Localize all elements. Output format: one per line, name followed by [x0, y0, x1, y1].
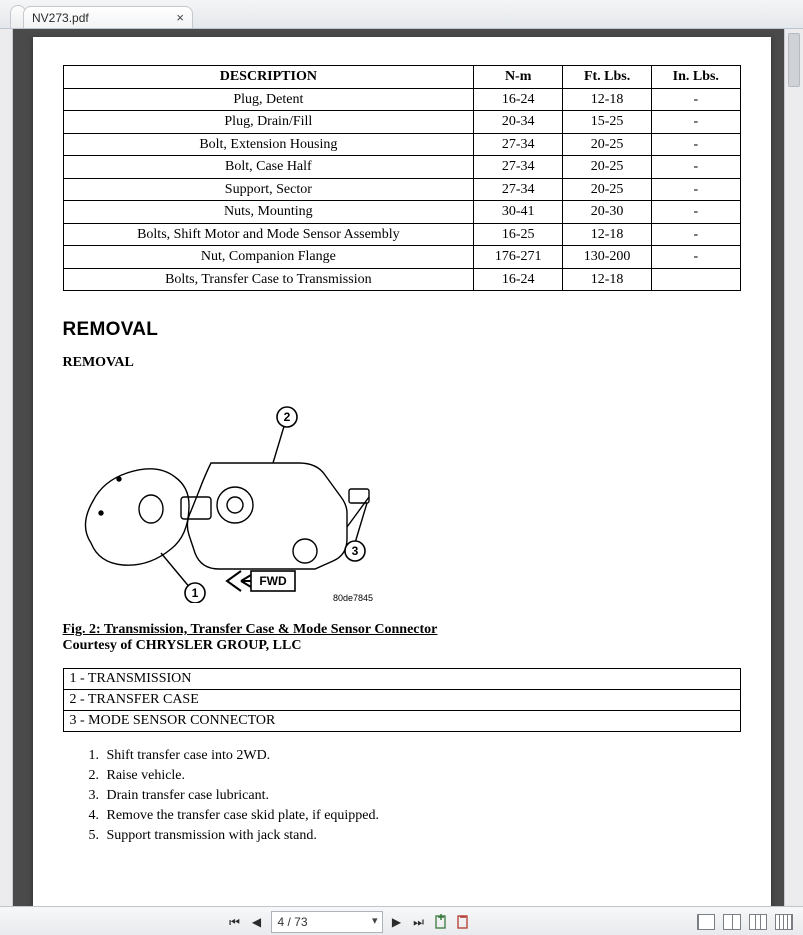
- table-cell: -: [652, 201, 740, 224]
- close-tab-icon[interactable]: ×: [176, 11, 184, 24]
- table-cell: Bolt, Extension Housing: [63, 133, 474, 156]
- figure-caption: Fig. 2: Transmission, Transfer Case & Mo…: [63, 622, 741, 638]
- table-cell: -: [652, 133, 740, 156]
- table-cell: 20-25: [563, 133, 652, 156]
- table-cell: 12-18: [563, 223, 652, 246]
- table-row: Plug, Detent16-2412-18-: [63, 88, 740, 111]
- fwd-label: FWD: [259, 574, 287, 588]
- list-item: Support transmission with jack stand.: [103, 826, 741, 846]
- page-select[interactable]: 4 / 73: [271, 911, 383, 933]
- prev-page-button[interactable]: ◀: [249, 914, 265, 930]
- table-cell: 16-25: [474, 223, 563, 246]
- table-cell: Bolts, Transfer Case to Transmission: [63, 268, 474, 291]
- table-row: 2 - TRANSFER CASE: [63, 690, 740, 711]
- figure-credit: Courtesy of CHRYSLER GROUP, LLC: [63, 638, 741, 654]
- remove-page-icon[interactable]: [455, 914, 471, 930]
- callout-1: 1: [191, 586, 198, 600]
- table-cell: Bolts, Shift Motor and Mode Sensor Assem…: [63, 223, 474, 246]
- table-cell: Nuts, Mounting: [63, 201, 474, 224]
- table-cell: 130-200: [563, 246, 652, 269]
- table-header-row: DESCRIPTION N-m Ft. Lbs. In. Lbs.: [63, 66, 740, 89]
- table-cell: 20-30: [563, 201, 652, 224]
- page-display: 4 / 73: [278, 915, 308, 929]
- table-cell: -: [652, 246, 740, 269]
- table-cell: Support, Sector: [63, 178, 474, 201]
- view-mode-group: [697, 914, 803, 930]
- table-cell: 16-24: [474, 88, 563, 111]
- table-cell: Nut, Companion Flange: [63, 246, 474, 269]
- col-description: DESCRIPTION: [63, 66, 474, 89]
- view-book-icon[interactable]: [749, 914, 767, 930]
- table-cell: 30-41: [474, 201, 563, 224]
- table-cell: 12-18: [563, 88, 652, 111]
- pdf-viewer: DESCRIPTION N-m Ft. Lbs. In. Lbs. Plug, …: [0, 29, 803, 906]
- list-item: Drain transfer case lubricant.: [103, 786, 741, 806]
- table-cell: 20-34: [474, 111, 563, 134]
- table-cell: 20-25: [563, 178, 652, 201]
- figure-legend-table: 1 - TRANSMISSION2 - TRANSFER CASE3 - MOD…: [63, 668, 741, 732]
- next-page-button[interactable]: ▶: [389, 914, 405, 930]
- table-row: 3 - MODE SENSOR CONNECTOR: [63, 711, 740, 732]
- table-cell: 20-25: [563, 156, 652, 179]
- table-cell: -: [652, 223, 740, 246]
- table-cell: 16-24: [474, 268, 563, 291]
- figure: FWD 2 3 1 80de7845: [73, 393, 393, 608]
- table-row: Bolt, Case Half27-3420-25-: [63, 156, 740, 179]
- legend-cell: 1 - TRANSMISSION: [63, 669, 740, 690]
- table-row: 1 - TRANSMISSION: [63, 669, 740, 690]
- callout-3: 3: [351, 544, 358, 558]
- pdf-page: DESCRIPTION N-m Ft. Lbs. In. Lbs. Plug, …: [33, 37, 771, 906]
- table-cell: 27-34: [474, 178, 563, 201]
- figure-svg: FWD 2 3 1 80de7845: [73, 393, 393, 603]
- table-row: Bolts, Transfer Case to Transmission16-2…: [63, 268, 740, 291]
- legend-cell: 2 - TRANSFER CASE: [63, 690, 740, 711]
- removal-steps: Shift transfer case into 2WD.Raise vehic…: [63, 746, 741, 846]
- gutter-right: [784, 29, 803, 906]
- add-page-icon[interactable]: [433, 914, 449, 930]
- table-cell: 27-34: [474, 156, 563, 179]
- tab-strip: NV273.pdf ×: [0, 0, 803, 29]
- first-page-button[interactable]: ⏮: [227, 914, 243, 930]
- list-item: Remove the transfer case skid plate, if …: [103, 806, 741, 826]
- table-cell: 15-25: [563, 111, 652, 134]
- table-cell: Plug, Drain/Fill: [63, 111, 474, 134]
- table-cell: -: [652, 111, 740, 134]
- table-cell: 12-18: [563, 268, 652, 291]
- table-cell: -: [652, 156, 740, 179]
- table-cell: -: [652, 88, 740, 111]
- table-row: Bolts, Shift Motor and Mode Sensor Assem…: [63, 223, 740, 246]
- view-continuous-icon[interactable]: [775, 914, 793, 930]
- table-cell: 27-34: [474, 133, 563, 156]
- table-cell: 176-271: [474, 246, 563, 269]
- list-item: Raise vehicle.: [103, 766, 741, 786]
- figure-idcode: 80de7845: [332, 593, 372, 603]
- list-item: Shift transfer case into 2WD.: [103, 746, 741, 766]
- table-row: Nut, Companion Flange176-271130-200-: [63, 246, 740, 269]
- tab-title: NV273.pdf: [32, 11, 89, 25]
- table-cell: [652, 268, 740, 291]
- col-nm: N-m: [474, 66, 563, 89]
- table-cell: Bolt, Case Half: [63, 156, 474, 179]
- table-row: Nuts, Mounting30-4120-30-: [63, 201, 740, 224]
- scrollbar-thumb[interactable]: [788, 33, 800, 87]
- legend-cell: 3 - MODE SENSOR CONNECTOR: [63, 711, 740, 732]
- view-two-up-icon[interactable]: [723, 914, 741, 930]
- callout-2: 2: [283, 410, 290, 424]
- gutter-left: [0, 29, 13, 906]
- bottom-toolbar: ⏮ ◀ 4 / 73 ▶ ⏭: [0, 906, 803, 935]
- table-row: Bolt, Extension Housing27-3420-25-: [63, 133, 740, 156]
- last-page-button[interactable]: ⏭: [411, 914, 427, 930]
- torque-spec-table: DESCRIPTION N-m Ft. Lbs. In. Lbs. Plug, …: [63, 65, 741, 291]
- table-cell: -: [652, 178, 740, 201]
- page-nav: ⏮ ◀ 4 / 73 ▶ ⏭: [227, 911, 471, 933]
- table-cell: Plug, Detent: [63, 88, 474, 111]
- col-ftlbs: Ft. Lbs.: [563, 66, 652, 89]
- section-subheading: REMOVAL: [63, 355, 741, 371]
- col-inlbs: In. Lbs.: [652, 66, 740, 89]
- table-row: Support, Sector27-3420-25-: [63, 178, 740, 201]
- view-single-icon[interactable]: [697, 914, 715, 930]
- section-heading: REMOVAL: [63, 319, 741, 341]
- document-tab[interactable]: NV273.pdf ×: [23, 6, 193, 28]
- table-row: Plug, Drain/Fill20-3415-25-: [63, 111, 740, 134]
